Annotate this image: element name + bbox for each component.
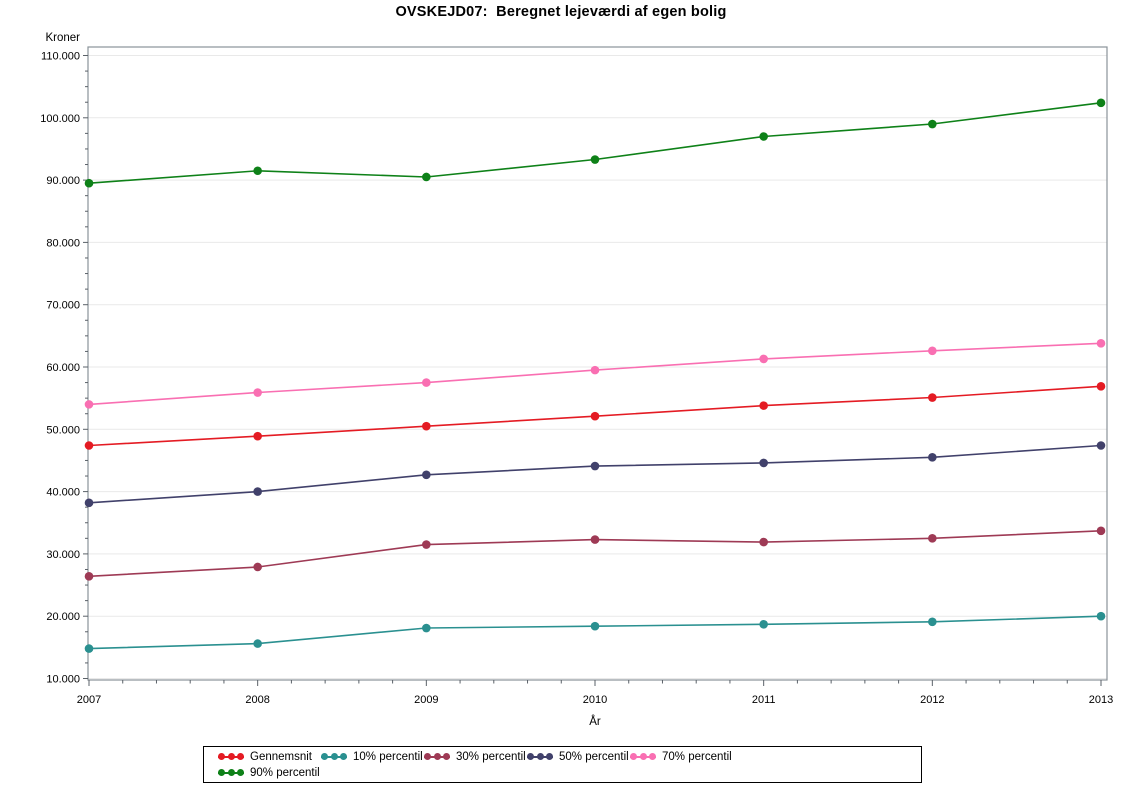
legend-item-30-percentil: 30% percentil <box>424 751 527 763</box>
data-point <box>1096 441 1106 450</box>
legend-marker-icon <box>218 769 244 777</box>
x-tick-label: 2012 <box>920 694 944 706</box>
data-point <box>759 537 768 547</box>
data-point <box>928 617 937 627</box>
data-point <box>422 172 431 182</box>
y-tick-label: 100.000 <box>40 113 80 125</box>
legend-marker-icon <box>424 753 450 761</box>
data-point <box>84 441 94 450</box>
data-point <box>928 534 937 543</box>
y-tick-label: 90.000 <box>46 175 80 187</box>
plot-frame <box>87 46 1108 681</box>
series-line-90-percentil <box>88 102 1102 184</box>
legend-label: 30% percentil <box>456 750 526 763</box>
legend-item-90-percentil: 90% percentil <box>218 767 321 779</box>
data-point <box>422 421 431 431</box>
x-tick-label: 2009 <box>414 694 438 706</box>
x-tick-label: 2013 <box>1089 694 1113 706</box>
x-tick-label: 2007 <box>77 694 101 706</box>
y-tick-label: 70.000 <box>46 300 80 312</box>
x-axis-title: År <box>589 716 601 728</box>
legend-item-10-percentil: 10% percentil <box>321 751 424 763</box>
series-line-50-percentil <box>88 444 1102 504</box>
data-point <box>253 639 262 648</box>
x-tick-label: 2008 <box>245 694 269 706</box>
x-tick-label: 2010 <box>583 694 607 706</box>
data-point <box>928 453 937 462</box>
data-point <box>422 623 431 633</box>
y-tick-label: 30.000 <box>46 549 80 561</box>
legend-marker-icon <box>321 753 347 761</box>
y-tick-label: 10.000 <box>46 674 80 686</box>
y-tick-label: 20.000 <box>46 611 80 623</box>
data-point <box>84 400 94 409</box>
legend-row-2: 90% percentil <box>218 765 921 781</box>
data-point <box>759 132 768 141</box>
x-tick-label: 2011 <box>752 694 776 706</box>
data-point <box>84 572 94 581</box>
data-point <box>1096 382 1106 391</box>
data-point <box>253 388 262 397</box>
data-point <box>1096 339 1106 348</box>
legend-marker-icon <box>527 753 553 761</box>
legend-label: 10% percentil <box>353 750 423 763</box>
data-point <box>422 540 431 549</box>
series-line-10-percentil <box>88 615 1102 650</box>
data-point <box>1096 98 1106 108</box>
y-tick-label: 80.000 <box>46 237 80 249</box>
data-point <box>928 346 937 356</box>
legend-item-gennemsnit: Gennemsnit <box>218 751 321 763</box>
y-axis-title: Kroner <box>45 32 80 44</box>
data-point <box>928 393 937 402</box>
data-point <box>590 461 600 471</box>
data-point <box>253 487 262 496</box>
data-point <box>84 498 94 508</box>
data-point <box>590 621 600 631</box>
data-point <box>1096 611 1106 621</box>
data-point <box>590 411 600 421</box>
data-point <box>253 562 262 572</box>
data-point <box>590 155 600 164</box>
y-tick-label: 40.000 <box>46 487 80 499</box>
data-point <box>253 166 262 176</box>
data-point <box>759 619 768 629</box>
data-point <box>84 178 94 188</box>
data-point <box>590 535 600 544</box>
data-point <box>422 470 431 480</box>
legend-marker-icon <box>218 753 244 761</box>
data-point <box>759 401 768 410</box>
data-point <box>590 365 600 375</box>
data-point <box>759 458 768 468</box>
data-point <box>928 119 937 129</box>
line-chart-plot: 10.000 20.000 30.000 40.000 50.000 60.000 70.0… <box>40 46 1113 706</box>
chart-legend: Gennemsnit 10% percentil 30% percentil 5… <box>203 746 922 783</box>
chart-title: OVSKEJD07: Beregnet lejeværdi af egen bo… <box>395 4 727 20</box>
data-point <box>422 378 431 387</box>
legend-label: 70% percentil <box>662 750 732 763</box>
legend-marker-icon <box>630 753 656 761</box>
legend-label: Gennemsnit <box>250 750 313 763</box>
data-point <box>253 431 262 441</box>
y-tick-label: 50.000 <box>46 424 80 436</box>
legend-item-70-percentil: 70% percentil <box>630 751 733 763</box>
y-tick-label: 60.000 <box>46 362 80 374</box>
legend-row-1: Gennemsnit 10% percentil 30% percentil 5… <box>218 749 921 765</box>
legend-label: 90% percentil <box>250 766 320 779</box>
legend-item-50-percentil: 50% percentil <box>527 751 630 763</box>
legend-label: 50% percentil <box>559 750 629 763</box>
data-point <box>759 354 768 364</box>
data-point <box>84 644 94 653</box>
data-point <box>1096 526 1106 536</box>
y-tick-label: 110.000 <box>41 51 80 63</box>
